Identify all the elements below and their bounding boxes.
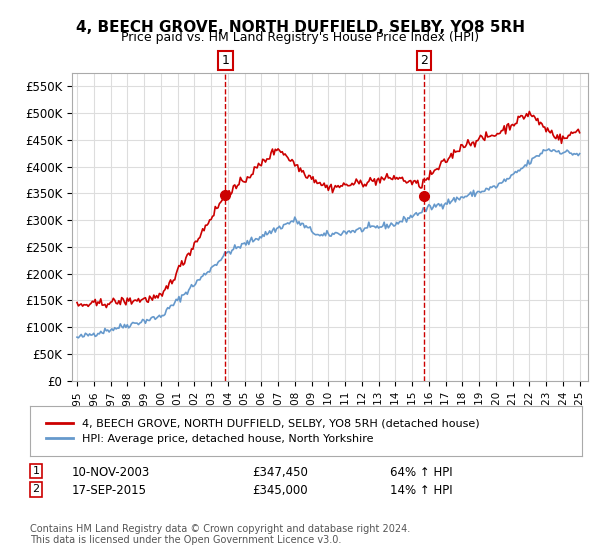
Text: 2: 2 — [420, 54, 428, 67]
Text: £347,450: £347,450 — [252, 466, 308, 479]
Text: Contains HM Land Registry data © Crown copyright and database right 2024.: Contains HM Land Registry data © Crown c… — [30, 524, 410, 534]
Text: 2: 2 — [32, 484, 40, 494]
Text: 17-SEP-2015: 17-SEP-2015 — [72, 484, 147, 497]
Legend: 4, BEECH GROVE, NORTH DUFFIELD, SELBY, YO8 5RH (detached house), HPI: Average pr: 4, BEECH GROVE, NORTH DUFFIELD, SELBY, Y… — [41, 414, 484, 449]
Text: 1: 1 — [221, 54, 229, 67]
Text: 4, BEECH GROVE, NORTH DUFFIELD, SELBY, YO8 5RH: 4, BEECH GROVE, NORTH DUFFIELD, SELBY, Y… — [76, 20, 524, 35]
Text: 10-NOV-2003: 10-NOV-2003 — [72, 466, 150, 479]
Text: 1: 1 — [32, 466, 40, 476]
Text: Price paid vs. HM Land Registry's House Price Index (HPI): Price paid vs. HM Land Registry's House … — [121, 31, 479, 44]
Text: £345,000: £345,000 — [252, 484, 308, 497]
Text: 64% ↑ HPI: 64% ↑ HPI — [390, 466, 452, 479]
Text: This data is licensed under the Open Government Licence v3.0.: This data is licensed under the Open Gov… — [30, 535, 341, 545]
Text: 14% ↑ HPI: 14% ↑ HPI — [390, 484, 452, 497]
